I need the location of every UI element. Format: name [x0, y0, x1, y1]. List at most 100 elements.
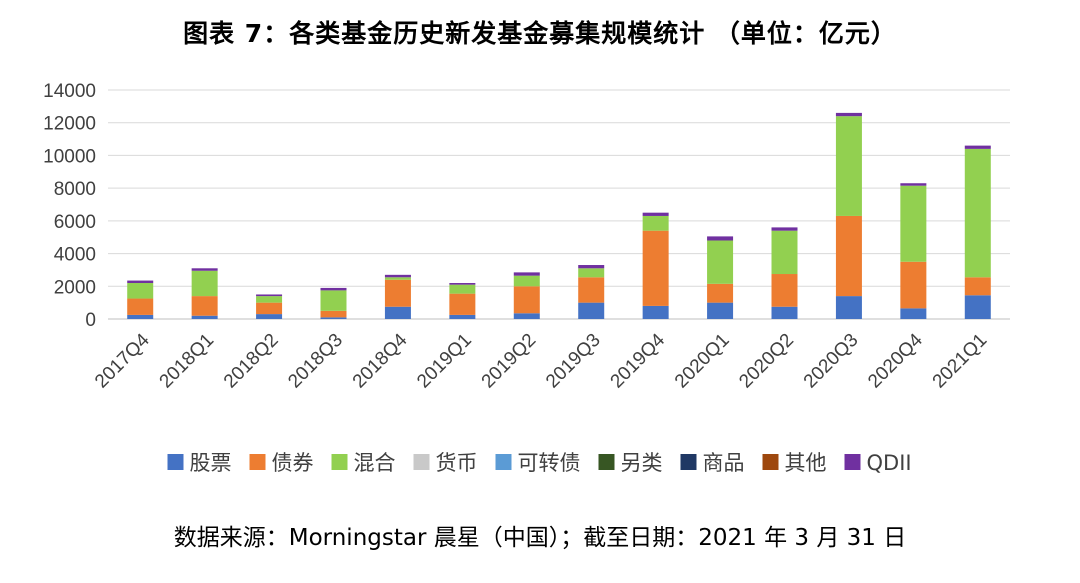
legend-label: 混合	[354, 451, 396, 475]
bar-segment	[191, 296, 218, 316]
legend: 股票 债券 混合 货币 可转债 另类 商品 其他 QDII	[167, 451, 912, 475]
bar-segment	[707, 283, 734, 303]
bar-segment	[127, 283, 154, 299]
legend-label: 商品	[703, 451, 745, 475]
bar-segment	[320, 310, 347, 318]
bar-segment	[835, 112, 862, 117]
bar-segment	[384, 277, 411, 280]
bar-segment	[384, 274, 411, 278]
bar-segment	[449, 293, 476, 315]
legend-swatch	[598, 454, 615, 470]
bar-segment	[256, 302, 283, 315]
legend-label: 股票	[190, 451, 232, 475]
bar-segment	[900, 261, 927, 309]
bar-segment	[449, 314, 476, 319]
legend-swatch	[167, 454, 184, 470]
x-tick-label: 2019Q4	[607, 329, 670, 392]
bar-segment	[384, 306, 411, 319]
legend-label: QDII	[867, 451, 912, 475]
legend-label: 货币	[436, 451, 478, 475]
bar-segment	[900, 185, 927, 262]
y-tick-label: 2000	[54, 277, 96, 298]
y-tick-label: 6000	[54, 212, 96, 233]
bar-segment	[642, 215, 669, 231]
bar-segment	[771, 227, 798, 231]
bar-segment	[127, 298, 154, 315]
legend-swatch	[844, 454, 861, 470]
x-tick-label: 2018Q1	[156, 330, 219, 393]
bar-segment	[384, 279, 411, 307]
x-tick-label: 2020Q1	[671, 330, 734, 393]
x-tick-label: 2018Q4	[349, 329, 412, 392]
legend-swatch	[249, 454, 266, 470]
x-tick-label: 2020Q3	[800, 330, 863, 393]
bar-segment	[320, 317, 347, 319]
bar-segment	[964, 295, 991, 319]
bar-segment	[964, 148, 991, 278]
y-tick-label: 8000	[54, 179, 96, 200]
y-tick-label: 10000	[43, 146, 96, 167]
bar-segment	[191, 270, 218, 297]
x-tick-label: 2018Q3	[284, 330, 347, 393]
bar-segment	[964, 277, 991, 296]
x-tick-label: 2018Q2	[220, 330, 283, 393]
bar-segment	[127, 314, 154, 319]
bar-segment	[642, 212, 669, 216]
bar-segment	[835, 215, 862, 297]
legend-label: 可转债	[518, 451, 581, 475]
data-source-note: 数据来源：Morningstar 晨星（中国）；截至日期：2021 年 3 月 …	[173, 525, 907, 551]
y-tick-label: 14000	[43, 81, 96, 102]
bar-segment	[835, 116, 862, 216]
bar-segment	[449, 284, 476, 294]
bar-segment	[256, 296, 283, 303]
bar-segment	[320, 290, 347, 311]
legend-swatch	[495, 454, 512, 470]
bar-segment	[191, 315, 218, 319]
bar-segment	[771, 274, 798, 307]
legend-swatch	[762, 454, 779, 470]
bar-segment	[256, 314, 283, 319]
legend-label: 其他	[785, 451, 827, 475]
bar-segment	[191, 268, 218, 271]
y-tick-label: 4000	[54, 245, 96, 266]
legend-label: 债券	[272, 451, 314, 475]
bar-segment	[127, 280, 154, 284]
bar-segment	[578, 302, 605, 319]
legend-swatch	[413, 454, 430, 470]
y-tick-label: 12000	[43, 114, 96, 135]
bar-segment	[513, 313, 540, 319]
bar-segment	[964, 145, 991, 149]
x-tick-label: 2019Q3	[542, 330, 605, 393]
bar-segment	[449, 283, 476, 285]
legend-label: 另类	[621, 451, 663, 475]
x-tick-label: 2020Q4	[864, 329, 927, 392]
bar-segment	[835, 296, 862, 319]
legend-swatch	[331, 454, 348, 470]
bar-segment	[707, 302, 734, 319]
legend-swatch	[680, 454, 697, 470]
bar-segment	[900, 183, 927, 186]
bar-segment	[513, 286, 540, 314]
chart-title: 图表 7：各类基金历史新发基金募集规模统计 （单位：亿元）	[183, 19, 897, 48]
bar-segment	[578, 268, 605, 278]
bar-segment	[771, 306, 798, 319]
bar-segment	[642, 230, 669, 306]
bar-segment	[707, 240, 734, 284]
bar-segment	[900, 308, 927, 319]
bar-segment	[513, 272, 540, 276]
x-tick-label: 2017Q4	[91, 329, 154, 392]
bar-segment	[578, 277, 605, 303]
y-tick-label: 0	[85, 310, 96, 331]
bar-segment	[771, 230, 798, 275]
x-tick-label: 2019Q2	[478, 330, 541, 393]
x-tick-label: 2019Q1	[413, 330, 476, 393]
bar-segment	[256, 294, 283, 297]
x-tick-label: 2021Q1	[929, 330, 992, 393]
bar-segment	[707, 236, 734, 241]
bar-segment	[578, 265, 605, 269]
x-tick-label: 2020Q2	[735, 330, 798, 393]
bar-segment	[642, 305, 669, 319]
bar-segment	[320, 287, 347, 291]
bar-segment	[513, 275, 540, 287]
